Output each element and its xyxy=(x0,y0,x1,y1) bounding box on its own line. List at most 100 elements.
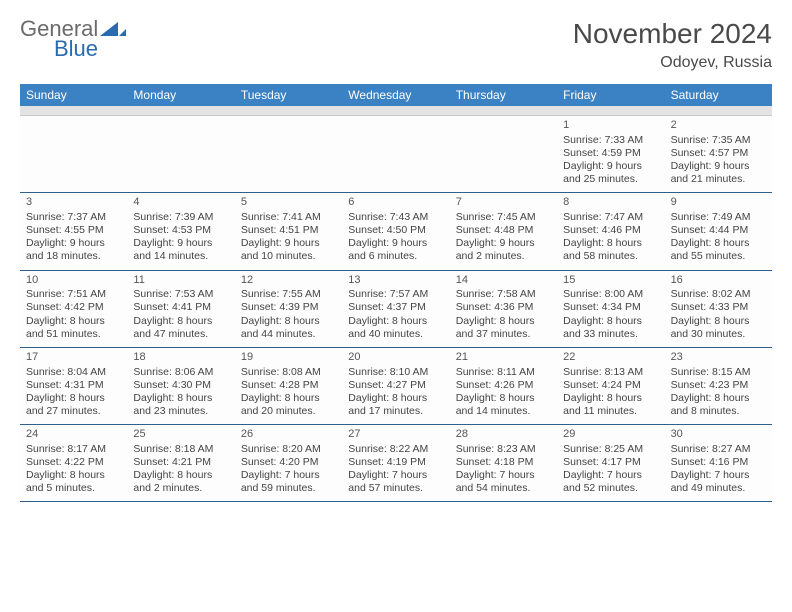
sunrise-line: Sunrise: 8:02 AM xyxy=(671,288,766,301)
sunset-line: Sunset: 4:24 PM xyxy=(563,379,658,392)
title-block: November 2024 Odoyev, Russia xyxy=(573,18,772,72)
sunset-line: Sunset: 4:18 PM xyxy=(456,456,551,469)
day-number: 11 xyxy=(133,274,228,288)
sunrise-line: Sunrise: 8:11 AM xyxy=(456,366,551,379)
sunset-line: Sunset: 4:37 PM xyxy=(348,301,443,314)
calendar-weekday-header: SundayMondayTuesdayWednesdayThursdayFrid… xyxy=(20,84,772,106)
daylight-line: Daylight: 9 hours and 10 minutes. xyxy=(241,237,336,263)
calendar-cell: 8Sunrise: 7:47 AMSunset: 4:46 PMDaylight… xyxy=(557,193,664,269)
sunrise-line: Sunrise: 7:33 AM xyxy=(563,134,658,147)
day-number: 25 xyxy=(133,428,228,442)
sunset-line: Sunset: 4:41 PM xyxy=(133,301,228,314)
sunrise-line: Sunrise: 8:20 AM xyxy=(241,443,336,456)
sunrise-line: Sunrise: 7:43 AM xyxy=(348,211,443,224)
sunrise-line: Sunrise: 7:35 AM xyxy=(671,134,766,147)
sunset-line: Sunset: 4:16 PM xyxy=(671,456,766,469)
calendar-cell-empty xyxy=(20,116,127,192)
daylight-line: Daylight: 8 hours and 23 minutes. xyxy=(133,392,228,418)
sunset-line: Sunset: 4:26 PM xyxy=(456,379,551,392)
calendar-cell-empty xyxy=(450,116,557,192)
calendar-week-row: 17Sunrise: 8:04 AMSunset: 4:31 PMDayligh… xyxy=(20,348,772,425)
daylight-line: Daylight: 8 hours and 51 minutes. xyxy=(26,315,121,341)
day-number: 19 xyxy=(241,351,336,365)
calendar-body: 1Sunrise: 7:33 AMSunset: 4:59 PMDaylight… xyxy=(20,116,772,502)
calendar-cell: 9Sunrise: 7:49 AMSunset: 4:44 PMDaylight… xyxy=(665,193,772,269)
calendar-cell: 20Sunrise: 8:10 AMSunset: 4:27 PMDayligh… xyxy=(342,348,449,424)
day-number: 7 xyxy=(456,196,551,210)
day-number: 24 xyxy=(26,428,121,442)
sunrise-line: Sunrise: 7:41 AM xyxy=(241,211,336,224)
weekday-label: Saturday xyxy=(665,84,772,106)
day-number: 23 xyxy=(671,351,766,365)
sunrise-line: Sunrise: 8:04 AM xyxy=(26,366,121,379)
calendar-cell: 26Sunrise: 8:20 AMSunset: 4:20 PMDayligh… xyxy=(235,425,342,501)
sunset-line: Sunset: 4:48 PM xyxy=(456,224,551,237)
calendar-cell: 16Sunrise: 8:02 AMSunset: 4:33 PMDayligh… xyxy=(665,271,772,347)
calendar-cell: 30Sunrise: 8:27 AMSunset: 4:16 PMDayligh… xyxy=(665,425,772,501)
day-number: 22 xyxy=(563,351,658,365)
sunrise-line: Sunrise: 7:51 AM xyxy=(26,288,121,301)
daylight-line: Daylight: 9 hours and 2 minutes. xyxy=(456,237,551,263)
sunrise-line: Sunrise: 7:45 AM xyxy=(456,211,551,224)
day-number: 28 xyxy=(456,428,551,442)
day-number: 17 xyxy=(26,351,121,365)
calendar-cell: 11Sunrise: 7:53 AMSunset: 4:41 PMDayligh… xyxy=(127,271,234,347)
sunrise-line: Sunrise: 8:06 AM xyxy=(133,366,228,379)
sunset-line: Sunset: 4:23 PM xyxy=(671,379,766,392)
calendar-cell-empty xyxy=(342,116,449,192)
day-number: 30 xyxy=(671,428,766,442)
sunset-line: Sunset: 4:33 PM xyxy=(671,301,766,314)
daylight-line: Daylight: 8 hours and 40 minutes. xyxy=(348,315,443,341)
daylight-line: Daylight: 8 hours and 5 minutes. xyxy=(26,469,121,495)
daylight-line: Daylight: 7 hours and 57 minutes. xyxy=(348,469,443,495)
logo-text: General Blue xyxy=(20,18,98,60)
day-number: 15 xyxy=(563,274,658,288)
calendar-week-row: 24Sunrise: 8:17 AMSunset: 4:22 PMDayligh… xyxy=(20,425,772,502)
sunrise-line: Sunrise: 7:55 AM xyxy=(241,288,336,301)
sunrise-line: Sunrise: 8:17 AM xyxy=(26,443,121,456)
calendar-cell: 17Sunrise: 8:04 AMSunset: 4:31 PMDayligh… xyxy=(20,348,127,424)
sunrise-line: Sunrise: 7:53 AM xyxy=(133,288,228,301)
day-number: 5 xyxy=(241,196,336,210)
weekday-label: Tuesday xyxy=(235,84,342,106)
weekday-label: Wednesday xyxy=(342,84,449,106)
sunset-line: Sunset: 4:36 PM xyxy=(456,301,551,314)
daylight-line: Daylight: 8 hours and 33 minutes. xyxy=(563,315,658,341)
day-number: 16 xyxy=(671,274,766,288)
calendar-cell: 23Sunrise: 8:15 AMSunset: 4:23 PMDayligh… xyxy=(665,348,772,424)
daylight-line: Daylight: 8 hours and 58 minutes. xyxy=(563,237,658,263)
day-number: 20 xyxy=(348,351,443,365)
weekday-label: Thursday xyxy=(450,84,557,106)
sunrise-line: Sunrise: 8:00 AM xyxy=(563,288,658,301)
daylight-line: Daylight: 8 hours and 55 minutes. xyxy=(671,237,766,263)
location-title: Odoyev, Russia xyxy=(573,54,772,72)
daylight-line: Daylight: 8 hours and 47 minutes. xyxy=(133,315,228,341)
day-number: 21 xyxy=(456,351,551,365)
daylight-line: Daylight: 7 hours and 59 minutes. xyxy=(241,469,336,495)
sunrise-line: Sunrise: 8:23 AM xyxy=(456,443,551,456)
daylight-line: Daylight: 8 hours and 17 minutes. xyxy=(348,392,443,418)
weekday-label: Sunday xyxy=(20,84,127,106)
day-number: 6 xyxy=(348,196,443,210)
daylight-line: Daylight: 7 hours and 49 minutes. xyxy=(671,469,766,495)
calendar-week-row: 10Sunrise: 7:51 AMSunset: 4:42 PMDayligh… xyxy=(20,271,772,348)
daylight-line: Daylight: 7 hours and 52 minutes. xyxy=(563,469,658,495)
day-number: 10 xyxy=(26,274,121,288)
day-number: 9 xyxy=(671,196,766,210)
sunrise-line: Sunrise: 7:58 AM xyxy=(456,288,551,301)
sunrise-line: Sunrise: 8:25 AM xyxy=(563,443,658,456)
day-number: 18 xyxy=(133,351,228,365)
daylight-line: Daylight: 9 hours and 21 minutes. xyxy=(671,160,766,186)
calendar-cell: 12Sunrise: 7:55 AMSunset: 4:39 PMDayligh… xyxy=(235,271,342,347)
header: General Blue November 2024 Odoyev, Russi… xyxy=(20,18,772,72)
calendar-cell: 27Sunrise: 8:22 AMSunset: 4:19 PMDayligh… xyxy=(342,425,449,501)
sunrise-line: Sunrise: 7:47 AM xyxy=(563,211,658,224)
day-number: 4 xyxy=(133,196,228,210)
daylight-line: Daylight: 8 hours and 11 minutes. xyxy=(563,392,658,418)
calendar-cell: 21Sunrise: 8:11 AMSunset: 4:26 PMDayligh… xyxy=(450,348,557,424)
calendar-cell: 10Sunrise: 7:51 AMSunset: 4:42 PMDayligh… xyxy=(20,271,127,347)
sunrise-line: Sunrise: 7:57 AM xyxy=(348,288,443,301)
daylight-line: Daylight: 8 hours and 30 minutes. xyxy=(671,315,766,341)
calendar-cell: 22Sunrise: 8:13 AMSunset: 4:24 PMDayligh… xyxy=(557,348,664,424)
sunrise-line: Sunrise: 8:27 AM xyxy=(671,443,766,456)
